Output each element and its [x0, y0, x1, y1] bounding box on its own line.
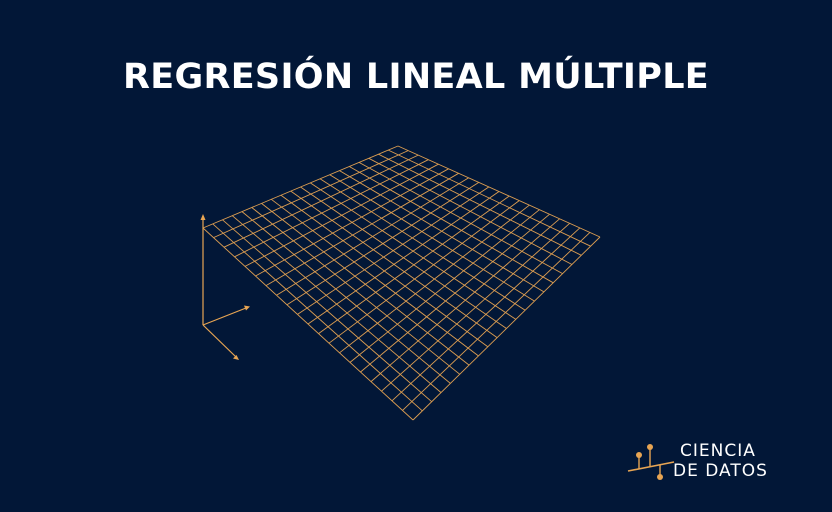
grid-line — [349, 209, 540, 363]
grid-line — [370, 218, 560, 382]
data-points-regression-logo-icon — [627, 444, 675, 480]
grid-line — [397, 145, 601, 238]
grid-line — [329, 174, 535, 302]
grid-line — [339, 204, 530, 354]
grid-line — [412, 236, 601, 421]
grid-line — [381, 222, 570, 392]
ciencia-de-datos-logo: CIENCIA DE DATOS — [626, 438, 806, 486]
logo-text-de-datos: DE DATOS — [673, 461, 768, 481]
grid-line — [349, 166, 554, 284]
grid-line — [402, 232, 591, 411]
grid-line — [358, 162, 563, 274]
grid-line — [378, 153, 582, 256]
regression-plane-grid — [202, 145, 601, 421]
page-title: REGRESIÓN LINEAL MÚLTIPLE — [122, 57, 710, 97]
logo-text-ciencia: CIENCIA — [680, 441, 756, 461]
grid-line — [360, 213, 550, 373]
grid-line — [368, 157, 573, 265]
grid-line — [307, 191, 500, 325]
grid-line — [391, 227, 581, 402]
grid-line — [388, 149, 591, 247]
grid-line — [318, 195, 510, 334]
grid-line — [319, 178, 526, 311]
3d-axes-icon — [200, 214, 250, 360]
grid-line — [328, 200, 520, 344]
grid-line — [339, 170, 545, 293]
grid-line — [310, 182, 517, 320]
